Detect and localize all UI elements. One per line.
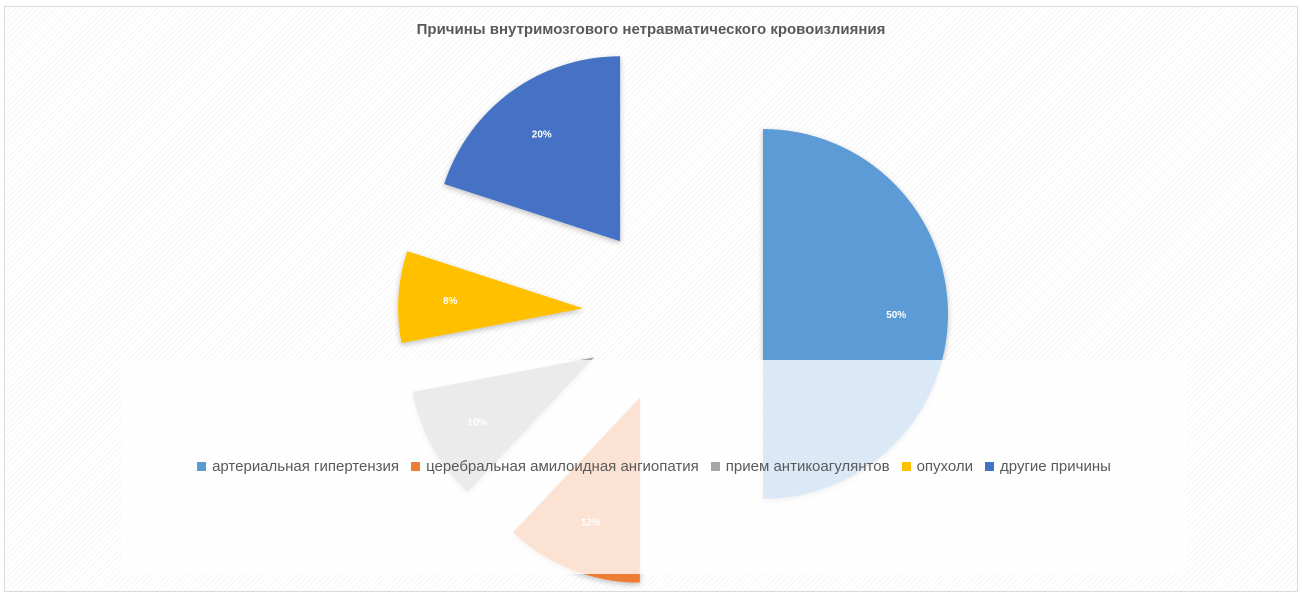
pie-slice xyxy=(444,56,621,242)
slice-value-label: 20% xyxy=(532,129,552,140)
legend-swatch xyxy=(411,462,421,471)
legend-item: прием антикоагулянтов xyxy=(710,458,890,475)
legend-item: церебральная амилоидная ангиопатия xyxy=(411,458,699,475)
slice-value-label: 50% xyxy=(886,310,906,321)
legend-panel: артериальная гипертензия церебральная ами… xyxy=(122,360,1186,574)
slice-value-label: 8% xyxy=(443,296,458,307)
legend-item: опухоли xyxy=(901,458,974,475)
legend-label: артериальная гипертензия xyxy=(212,458,400,475)
legend-swatch xyxy=(710,462,720,471)
legend-swatch xyxy=(901,462,911,471)
legend-label: прием антикоагулянтов xyxy=(725,458,890,475)
legend-swatch xyxy=(197,462,207,471)
chart-area: Причины внутримозгового нетравматическог… xyxy=(4,6,1298,592)
chart-title: Причины внутримозгового нетравматическог… xyxy=(416,21,886,38)
legend-swatch xyxy=(985,462,995,471)
pie-slice xyxy=(398,251,584,344)
legend-label: церебральная амилоидная ангиопатия xyxy=(426,458,699,475)
legend-label: опухоли xyxy=(916,458,974,475)
legend-label: другие причины xyxy=(1000,458,1111,475)
chart-legend: артериальная гипертензия церебральная ами… xyxy=(122,458,1186,475)
legend-item: другие причины xyxy=(985,458,1111,475)
legend-item: артериальная гипертензия xyxy=(197,458,399,475)
